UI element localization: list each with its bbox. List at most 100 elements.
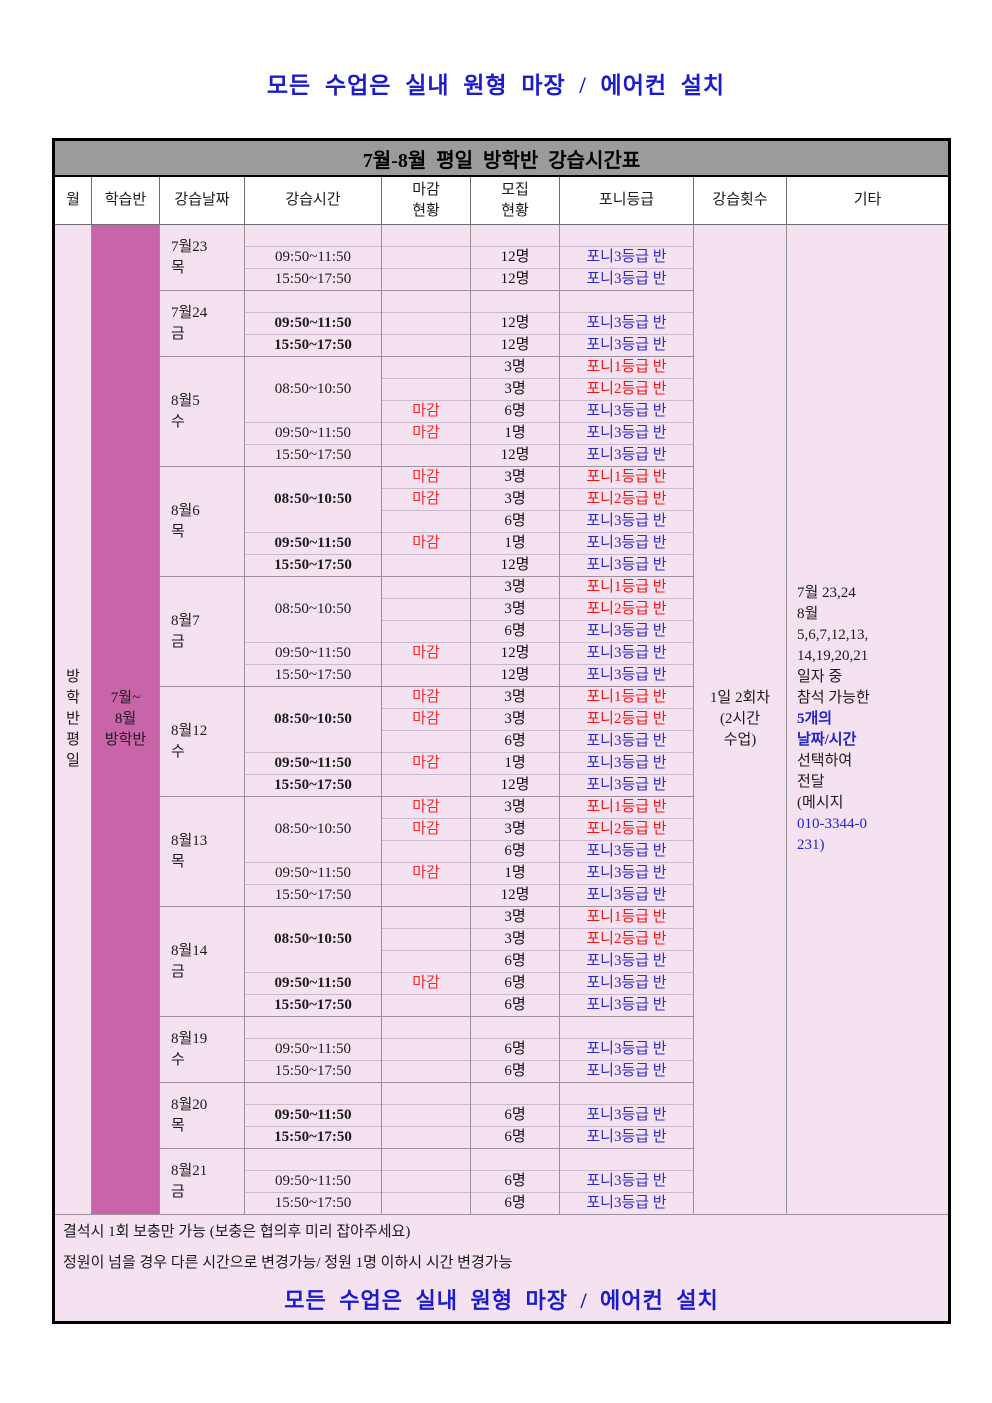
recruit-count-cell: 6명	[470, 950, 560, 973]
time-cell	[244, 1082, 382, 1105]
pony-grade-cell: 포니3등급 반	[559, 312, 694, 335]
footer-note-1: 결석시 1회 보충만 가능 (보충은 협의후 미리 잡아주세요)	[53, 1214, 950, 1246]
etc-note-line: 전달	[797, 774, 825, 790]
recruit-count-cell: 1명	[470, 532, 560, 555]
schedule-row: 8월12 수 08:50~10:50 마감 3명 포니1등급 반	[54, 686, 950, 797]
closed-status-cell	[381, 576, 471, 599]
time-cell	[244, 224, 382, 247]
recruit-count-cell: 1명	[470, 752, 560, 775]
etc-note-line: 5개의	[797, 711, 833, 727]
pony-grade-cell: 포니3등급 반	[559, 510, 694, 533]
col-header-8: 기타	[785, 176, 951, 225]
schedule-row: 15:50~17:50 12명 포니3등급 반	[54, 444, 950, 467]
closed-status-cell	[381, 378, 471, 401]
date-cell: 8월7 금	[159, 576, 245, 687]
schedule-row: 15:50~17:50 12명 포니3등급 반	[54, 334, 950, 357]
closed-status-cell: 마감	[381, 686, 471, 709]
schedule-row: 8월21 금	[54, 1148, 950, 1215]
schedule-row: 3명 포니2등급 반	[54, 928, 950, 951]
schedule-row: 09:50~11:50 마감 1명 포니3등급 반	[54, 532, 950, 555]
recruit-count-cell: 3명	[470, 796, 560, 819]
recruit-count-cell: 3명	[470, 378, 560, 401]
time-cell: 15:50~17:50	[244, 884, 382, 907]
schedule-row: 8월20 목	[54, 1082, 950, 1149]
recruit-count-cell	[470, 1082, 560, 1105]
time-cell: 15:50~17:50	[244, 444, 382, 467]
recruit-count-cell: 12명	[470, 642, 560, 665]
recruit-count-cell: 3명	[470, 818, 560, 841]
recruit-count-cell: 6명	[470, 1038, 560, 1061]
schedule-row: 09:50~11:50 마감 12명 포니3등급 반	[54, 642, 950, 665]
recruit-count-cell: 6명	[470, 400, 560, 423]
closed-status-cell	[381, 1148, 471, 1171]
recruit-count-cell: 12명	[470, 312, 560, 335]
date-cell: 8월21 금	[159, 1148, 245, 1215]
schedule-row: 마감 6명 포니3등급 반	[54, 400, 950, 423]
time-cell: 08:50~10:50	[244, 356, 382, 423]
col-header-1: 학습반	[91, 176, 160, 225]
pony-grade-cell: 포니3등급 반	[559, 1170, 694, 1193]
table-body-section: 방 학 반 평 일 7월~ 8월 방학반 7월23 목 1일 2회차 (2시간 수업)…	[53, 224, 951, 1215]
recruit-count-cell: 12명	[470, 268, 560, 291]
closed-status-cell: 마감	[381, 972, 471, 995]
schedule-row: 6명 포니3등급 반	[54, 620, 950, 643]
recruit-count-cell: 3명	[470, 906, 560, 929]
pony-grade-cell: 포니3등급 반	[559, 1038, 694, 1061]
closed-status-cell: 마감	[381, 532, 471, 555]
recruit-count-cell: 6명	[470, 510, 560, 533]
pony-grade-cell: 포니2등급 반	[559, 598, 694, 621]
closed-status-cell: 마감	[381, 422, 471, 445]
closed-status-cell	[381, 1170, 471, 1193]
etc-note-line: 일자 중	[797, 669, 843, 685]
table-head-section: 7월-8월 평일 방학반 강습시간표 월 학습반 강습날짜 강습시간 마감 현황 모집 현…	[53, 139, 951, 225]
closed-status-cell	[381, 1104, 471, 1127]
pony-grade-cell	[559, 290, 694, 313]
time-cell: 15:50~17:50	[244, 1192, 382, 1215]
recruit-count-cell: 12명	[470, 246, 560, 269]
col-header-6: 포니등급	[559, 176, 694, 225]
schedule-row: 09:50~11:50 마감 1명 포니3등급 반	[54, 862, 950, 885]
time-cell: 09:50~11:50	[244, 642, 382, 665]
recruit-count-cell: 12명	[470, 884, 560, 907]
closed-status-cell: 마감	[381, 642, 471, 665]
schedule-row: 09:50~11:50 12명 포니3등급 반	[54, 246, 950, 269]
col-header-0: 월	[53, 176, 92, 225]
closed-status-cell	[381, 1016, 471, 1039]
etc-note-line: 14,19,20,21	[797, 648, 869, 664]
pony-grade-cell: 포니3등급 반	[559, 554, 694, 577]
etc-note-line: 선택하여	[797, 753, 853, 769]
closed-status-cell	[381, 444, 471, 467]
pony-grade-cell: 포니3등급 반	[559, 246, 694, 269]
schedule-row: 15:50~17:50 12명 포니3등급 반	[54, 554, 950, 577]
recruit-count-cell: 3명	[470, 488, 560, 511]
pony-grade-cell: 포니3등급 반	[559, 774, 694, 797]
schedule-row: 마감 3명 포니2등급 반	[54, 708, 950, 731]
time-cell: 15:50~17:50	[244, 1060, 382, 1083]
closed-status-cell: 마감	[381, 466, 471, 489]
date-cell: 8월6 목	[159, 466, 245, 577]
recruit-count-cell: 6명	[470, 1192, 560, 1215]
recruit-count-cell: 3명	[470, 708, 560, 731]
recruit-count-cell: 3명	[470, 598, 560, 621]
pony-grade-cell: 포니3등급 반	[559, 532, 694, 555]
date-cell: 8월13 목	[159, 796, 245, 907]
time-cell: 09:50~11:50	[244, 1104, 382, 1127]
closed-status-cell	[381, 1038, 471, 1061]
footer-note-2: 정원이 넘을 경우 다른 시간으로 변경가능/ 정원 1명 이하시 시간 변경가…	[53, 1246, 950, 1277]
schedule-row: 15:50~17:50 12명 포니3등급 반	[54, 774, 950, 797]
time-cell	[244, 1016, 382, 1039]
closed-status-cell	[381, 510, 471, 533]
recruit-count-cell: 12명	[470, 334, 560, 357]
closed-status-cell	[381, 1082, 471, 1105]
schedule-row: 마감 3명 포니2등급 반	[54, 488, 950, 511]
etc-note-line: 231)	[797, 837, 825, 853]
recruit-count-cell: 6명	[470, 994, 560, 1017]
col-header-2: 강습날짜	[159, 176, 245, 225]
recruit-count-cell: 6명	[470, 1170, 560, 1193]
pony-grade-cell: 포니1등급 반	[559, 796, 694, 819]
closed-status-cell	[381, 268, 471, 291]
pony-grade-cell: 포니2등급 반	[559, 708, 694, 731]
closed-status-cell	[381, 1126, 471, 1149]
page-title: 모든 수업은 실내 원형 마장 / 에어컨 설치	[266, 73, 726, 98]
recruit-count-cell: 6명	[470, 730, 560, 753]
